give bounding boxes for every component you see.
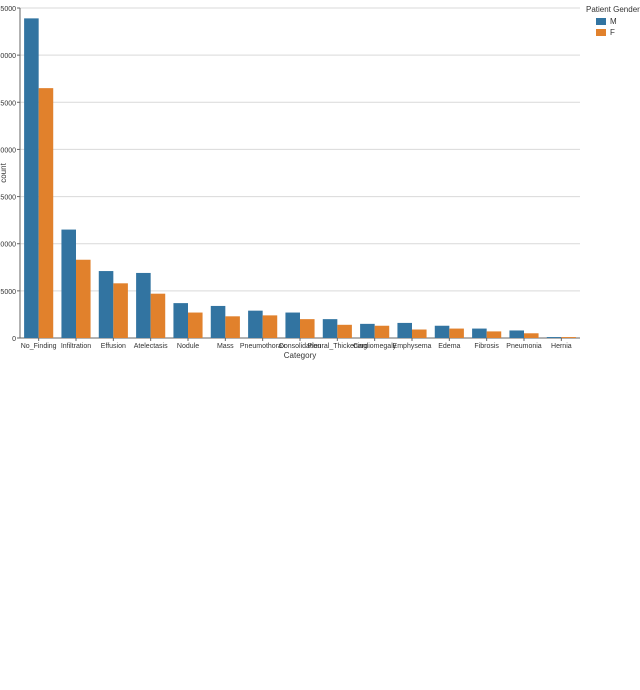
bar-m: [285, 313, 300, 338]
bar-f: [263, 315, 278, 338]
bar-f: [337, 325, 352, 338]
bar-m: [61, 230, 76, 338]
legend-swatch: [596, 29, 606, 36]
legend-swatch: [596, 18, 606, 25]
bar-f: [76, 260, 91, 338]
bar-f: [375, 326, 390, 338]
x-tick-label: Edema: [438, 343, 460, 350]
bar-m: [211, 306, 226, 338]
page: { "palette": { "M": "#3274a1", "F": "#e1…: [0, 0, 640, 677]
bar-m: [547, 337, 562, 338]
x-tick-label: Infiltration: [61, 343, 91, 350]
top-plot-area: 0 5000 10000 15000 20000 25000 30000 35000 No_Fi…: [0, 6, 580, 350]
x-tick-label: No_Finding: [21, 343, 57, 350]
svg-text:10000: 10000: [0, 242, 16, 249]
bar-m: [509, 330, 524, 338]
bottom-chart: 05000100001500020000250003000035000No_Fi…: [0, 370, 640, 690]
svg-text:20000: 20000: [0, 147, 16, 154]
bar-m: [136, 273, 151, 338]
x-tick-label: Atelectasis: [134, 343, 168, 350]
bar-m: [99, 271, 114, 338]
bar-f: [39, 88, 54, 338]
svg-text:35000: 35000: [0, 6, 16, 13]
bar-m: [360, 324, 375, 338]
bar-m: [173, 303, 188, 338]
bar-f: [412, 330, 427, 338]
bar-m: [24, 18, 39, 338]
bar-f: [188, 313, 203, 338]
x-tick-label: Effusion: [101, 343, 126, 350]
bar-m: [435, 326, 450, 338]
bar-f: [487, 331, 502, 338]
svg-text:15000: 15000: [0, 195, 16, 202]
bar-f: [449, 329, 464, 338]
x-tick-label: Emphysema: [393, 343, 432, 350]
bar-f: [113, 283, 128, 338]
x-tick-label: Cardiomegaly: [353, 343, 397, 350]
top-legend-title: Patient Gender: [586, 5, 640, 14]
top-chart: 0 5000 10000 15000 20000 25000 30000 35000 No_Fi…: [0, 0, 640, 360]
bar-f: [151, 294, 166, 338]
bar-m: [248, 311, 263, 338]
bar-m: [323, 319, 338, 338]
bar-f: [225, 316, 240, 338]
top-xlabel: Category: [284, 351, 316, 360]
top-ylabel: count: [0, 162, 8, 182]
svg-text:5000: 5000: [0, 289, 16, 296]
bar-f: [561, 337, 576, 338]
top-legend: Patient Gender MF: [586, 5, 640, 37]
x-tick-label: Mass: [217, 343, 234, 350]
svg-text:0: 0: [12, 336, 16, 343]
x-tick-label: Nodule: [177, 343, 199, 350]
x-tick-label: Fibrosis: [474, 343, 499, 350]
x-tick-label: Hernia: [551, 343, 572, 350]
legend-label: M: [610, 17, 617, 26]
x-tick-label: Pneumonia: [506, 343, 542, 350]
svg-text:25000: 25000: [0, 100, 16, 107]
bar-f: [524, 333, 539, 338]
bar-m: [472, 329, 487, 338]
bar-f: [300, 319, 315, 338]
bar-m: [397, 323, 412, 338]
svg-text:30000: 30000: [0, 53, 16, 60]
legend-label: F: [610, 28, 615, 37]
